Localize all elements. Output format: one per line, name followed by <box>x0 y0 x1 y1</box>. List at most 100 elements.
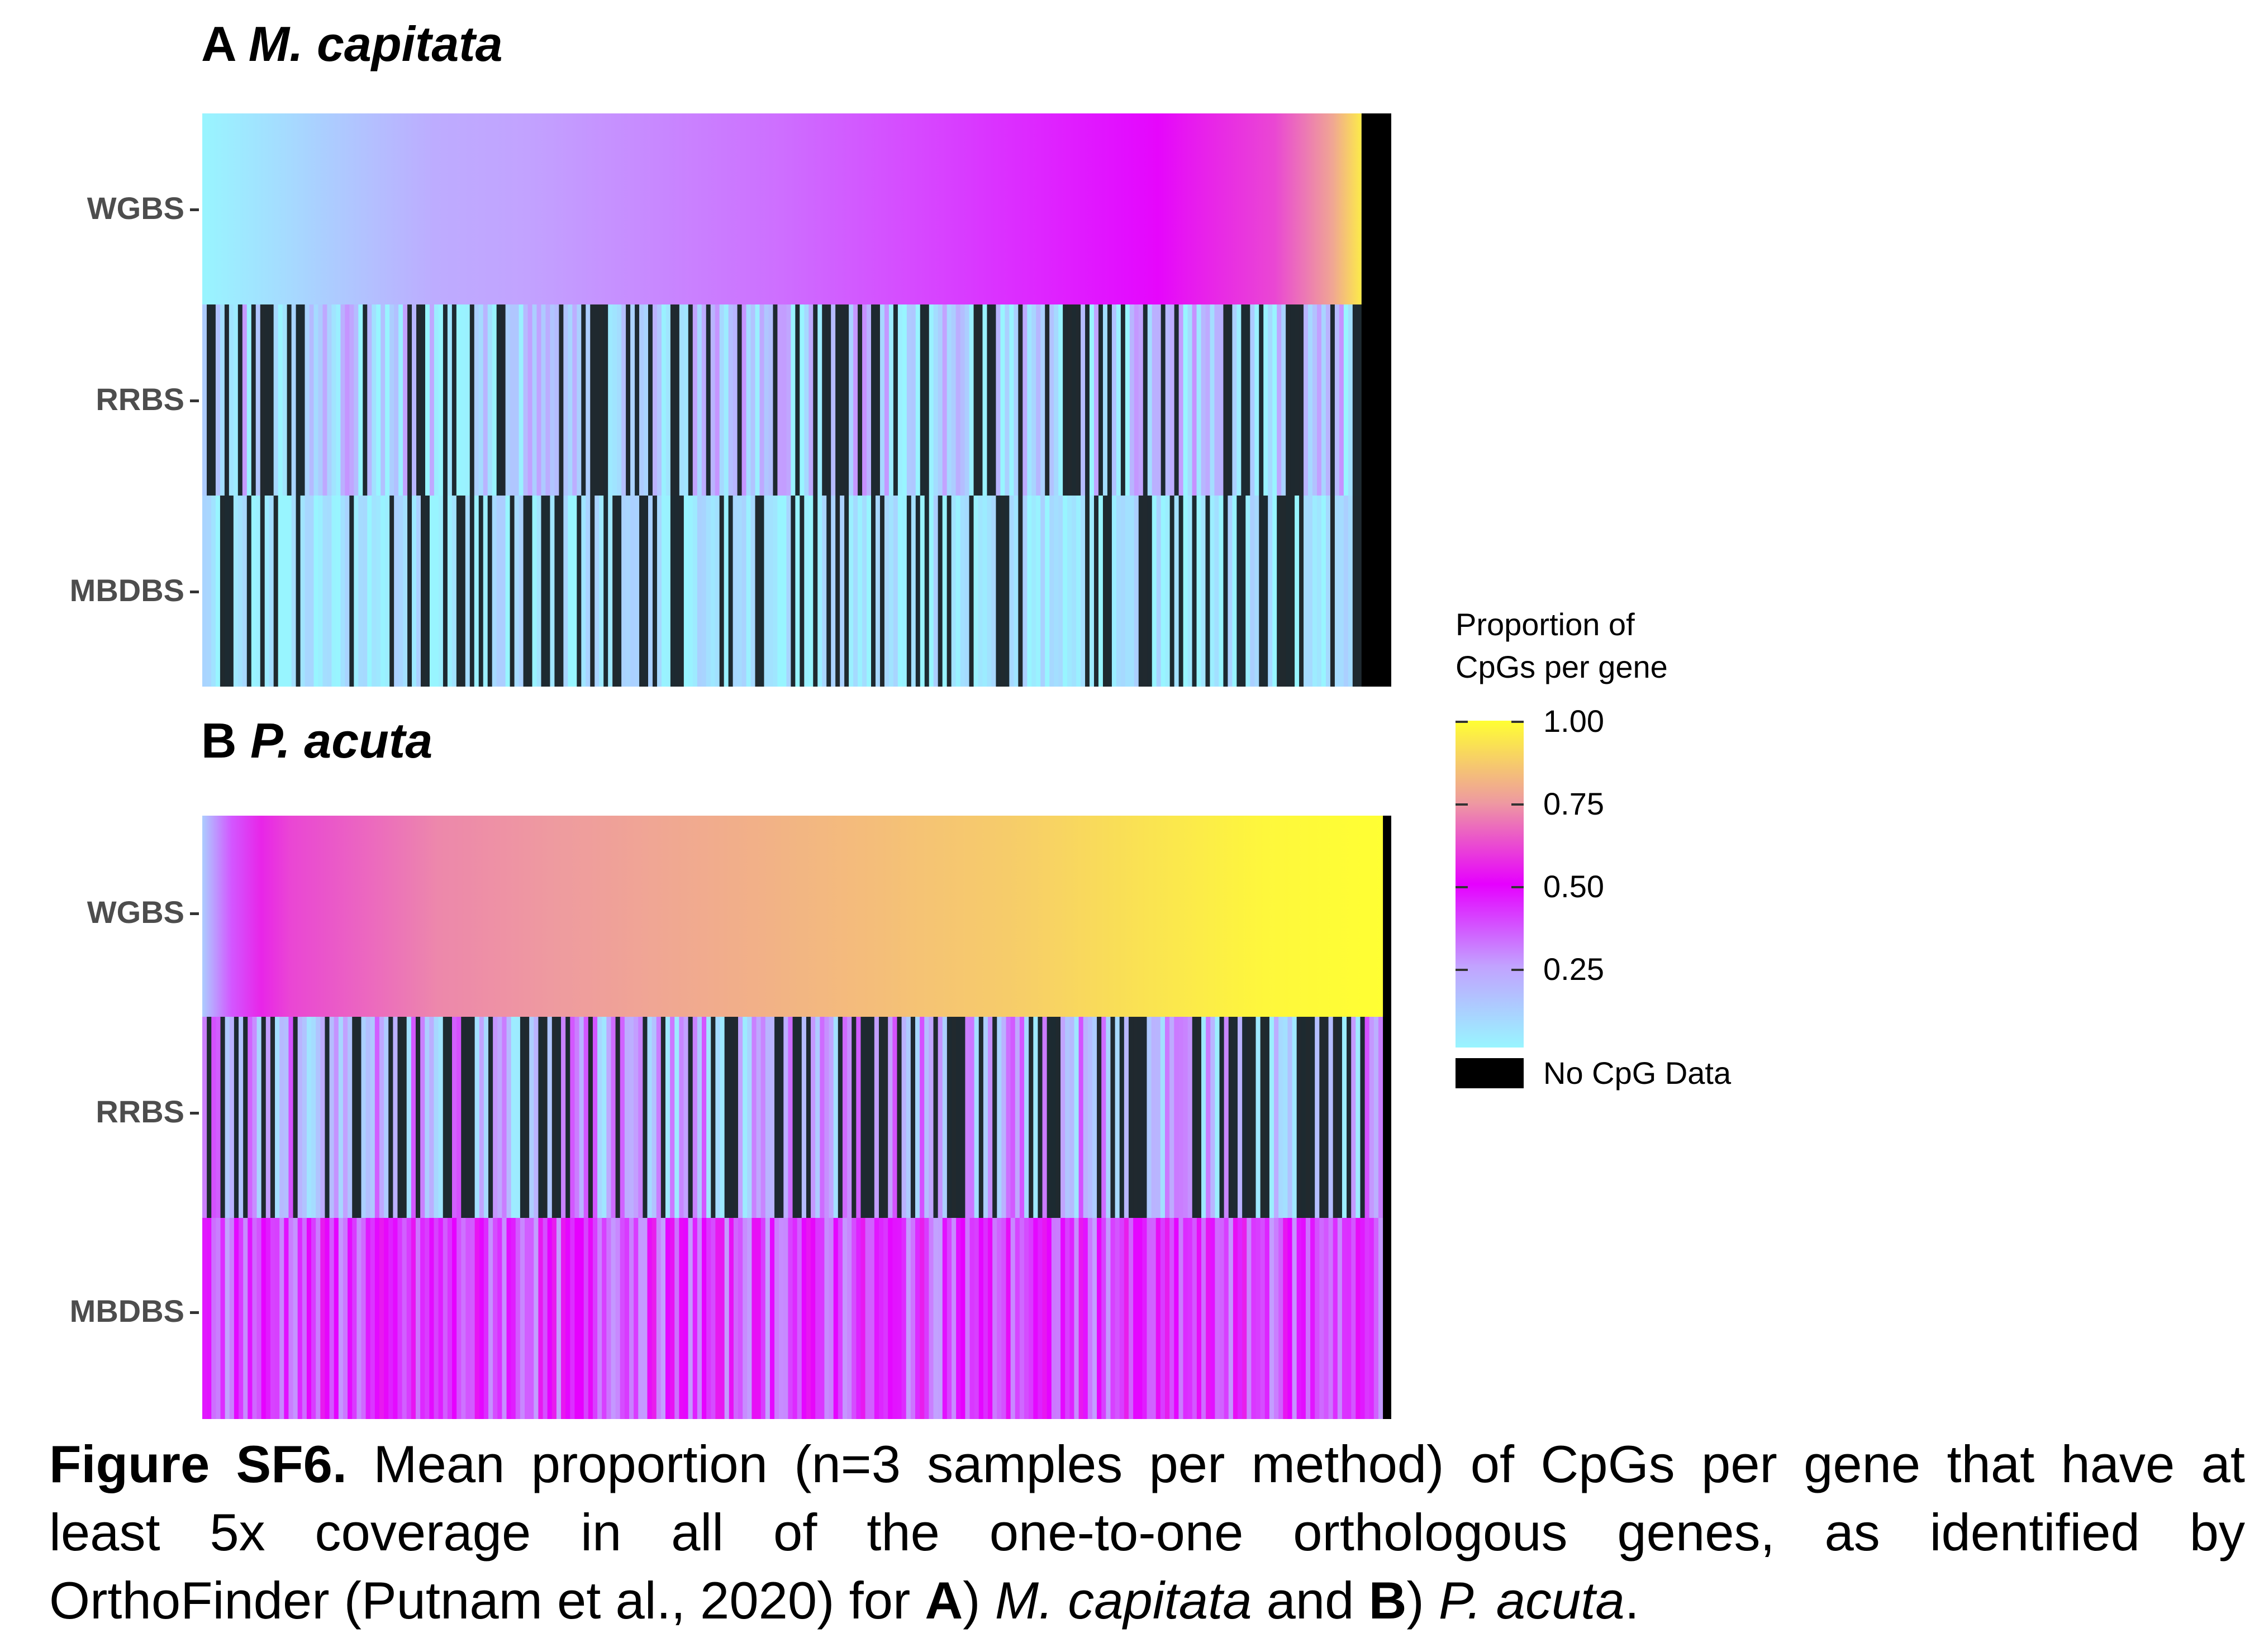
heatmap-cell <box>996 496 1001 687</box>
heatmap-cell <box>1259 496 1264 687</box>
heatmap-cell <box>572 496 578 687</box>
heatmap-cell <box>242 496 248 687</box>
heatmap-cell <box>755 496 760 687</box>
heatmap-cell <box>737 496 743 687</box>
heatmap-cell <box>751 1218 757 1419</box>
heatmap-cell <box>719 304 725 496</box>
heatmap-cell <box>750 304 756 496</box>
heatmap-cell <box>256 1218 262 1419</box>
heatmap-cell <box>1019 1017 1025 1218</box>
heatmap-cell <box>282 304 288 496</box>
heatmap-cell <box>237 304 243 496</box>
heatmap-cell <box>338 1218 344 1419</box>
heatmap-cell <box>519 304 524 496</box>
heatmap-cell <box>829 1017 834 1218</box>
heatmap-cell <box>425 1017 430 1218</box>
heatmap-cell <box>1063 496 1068 687</box>
heatmap-cell <box>906 1017 911 1218</box>
heatmap-cell <box>379 1218 384 1419</box>
heatmap-cell <box>1192 304 1197 496</box>
heatmap-cell <box>483 496 488 687</box>
panel-b-title: B P. acuta <box>201 712 432 769</box>
heatmap-cell <box>960 1017 966 1218</box>
heatmap-cell <box>1319 1017 1325 1218</box>
heatmap-cell <box>833 1218 839 1419</box>
heatmap-cell <box>988 1218 993 1419</box>
heatmap-cell <box>1347 1017 1352 1218</box>
heatmap-cell <box>590 304 596 496</box>
heatmap-cell <box>1128 1017 1134 1218</box>
heatmap-cell <box>397 1218 403 1419</box>
heatmap-cell <box>706 496 711 687</box>
heatmap-cell <box>773 304 778 496</box>
heatmap-cell <box>429 1218 435 1419</box>
heatmap-cell <box>1160 1017 1166 1218</box>
heatmap-cell <box>779 1017 784 1218</box>
heatmap-cell <box>329 1017 335 1218</box>
heatmap-cell <box>765 1017 770 1218</box>
heatmap-cell <box>1098 304 1104 496</box>
heatmap-cell <box>929 304 934 496</box>
heatmap-cell <box>942 1017 948 1218</box>
heatmap-cell <box>795 304 801 496</box>
heatmap-cell <box>1250 496 1255 687</box>
heatmap-cell <box>1152 304 1157 496</box>
heatmap-cell <box>1133 1017 1139 1218</box>
heatmap-cell <box>884 304 890 496</box>
heatmap-cell <box>1337 1218 1343 1419</box>
legend-tick-mark <box>1456 969 1468 971</box>
heatmap-cell <box>394 304 399 496</box>
heatmap-cell <box>1160 304 1166 496</box>
heatmap-cell <box>1219 1017 1225 1218</box>
heatmap-cell <box>406 1017 412 1218</box>
heatmap-cell <box>305 304 310 496</box>
heatmap-cell <box>300 496 306 687</box>
heatmap-cell <box>974 1017 979 1218</box>
heatmap-cell <box>1242 1218 1248 1419</box>
heatmap-cell <box>743 1017 748 1218</box>
heatmap-cell <box>568 496 573 687</box>
heatmap-cell <box>460 304 466 496</box>
heatmap-cell <box>715 1218 721 1419</box>
heatmap-cell <box>987 304 992 496</box>
heatmap-cell <box>534 1017 539 1218</box>
heatmap-cell <box>946 1017 952 1218</box>
heatmap-cell <box>538 1218 544 1419</box>
heatmap-cell <box>879 304 885 496</box>
heatmap-cell <box>902 496 907 687</box>
heatmap-cell <box>425 1218 430 1419</box>
heatmap-cell <box>1045 304 1050 496</box>
panel-a-row-label-rrbs: RRBS <box>96 382 184 417</box>
heatmap-cell <box>1033 1017 1039 1218</box>
heatmap-cell <box>239 1218 244 1419</box>
heatmap-cell <box>1228 1218 1234 1419</box>
heatmap-cell <box>706 1017 712 1218</box>
heatmap-cell <box>1076 496 1081 687</box>
heatmap-cell <box>1295 496 1300 687</box>
heatmap-cell <box>648 304 653 496</box>
heatmap-cell <box>510 304 515 496</box>
heatmap-cell <box>1324 1218 1329 1419</box>
heatmap-cell <box>826 496 831 687</box>
no-data-cell <box>1361 496 1391 687</box>
heatmap-cell <box>1183 1017 1188 1218</box>
heatmap-cell <box>800 304 805 496</box>
heatmap-cell <box>643 1218 648 1419</box>
heatmap-cell <box>1232 496 1238 687</box>
heatmap-cell <box>924 496 930 687</box>
heatmap-cell <box>220 304 225 496</box>
heatmap-cell <box>1334 304 1340 496</box>
heatmap-cell <box>764 304 769 496</box>
heatmap-cell <box>897 1017 902 1218</box>
heatmap-cell <box>1215 1218 1220 1419</box>
heatmap-cell <box>1325 496 1331 687</box>
heatmap-cell <box>938 1218 943 1419</box>
heatmap-cell <box>497 1017 503 1218</box>
heatmap-cell <box>523 496 529 687</box>
heatmap-cell <box>559 496 564 687</box>
heatmap-cell <box>379 1017 384 1218</box>
heatmap-cell <box>1312 496 1317 687</box>
heatmap-cell <box>1092 1218 1097 1419</box>
legend-tick-label: 0.75 <box>1543 786 1604 821</box>
heatmap-cell <box>688 1218 693 1419</box>
